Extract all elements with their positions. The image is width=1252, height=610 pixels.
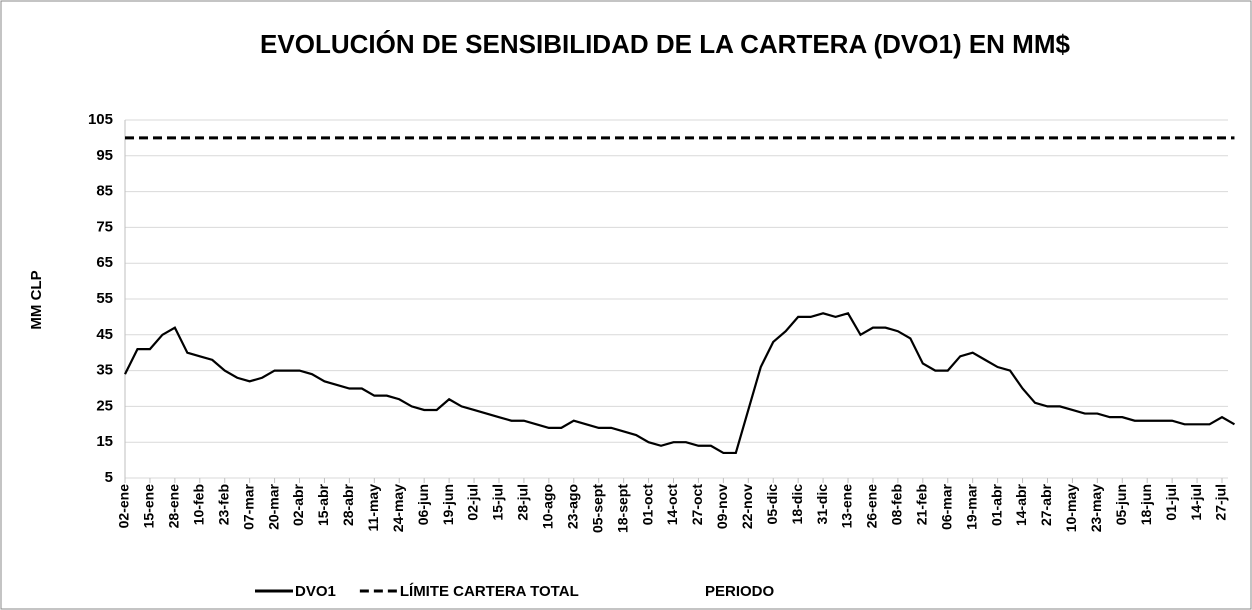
x-tick-label: 27-jul — [1213, 484, 1229, 521]
legend-label: DVO1 — [295, 583, 336, 600]
y-tick-label: 15 — [96, 433, 113, 450]
x-tick-label: 24-may — [390, 484, 406, 532]
x-tick-label: 22-nov — [739, 484, 755, 529]
y-axis-label: MM CLP — [28, 270, 45, 329]
x-tick-label: 15-abr — [315, 483, 331, 526]
x-tick-label: 23-ago — [564, 484, 580, 529]
x-tick-label: 14-abr — [1013, 483, 1029, 526]
x-tick-label: 27-oct — [689, 484, 705, 526]
x-tick-label: 15-jul — [490, 484, 506, 521]
x-tick-label: 18-dic — [789, 484, 805, 525]
x-tick-label: 31-dic — [814, 484, 830, 525]
x-tick-label: 05-jun — [1113, 484, 1129, 525]
x-tick-label: 10-ago — [540, 484, 556, 529]
x-tick-label: 28-jul — [515, 484, 531, 521]
x-tick-label: 20-mar — [265, 483, 281, 529]
x-tick-label: 09-nov — [714, 484, 730, 529]
y-tick-label: 105 — [88, 111, 113, 128]
x-tick-label: 11-may — [365, 484, 381, 532]
x-tick-label: 05-sept — [589, 484, 605, 533]
x-tick-label: 18-sept — [614, 484, 630, 533]
y-tick-label: 45 — [96, 326, 113, 343]
y-tick-label: 85 — [96, 183, 113, 200]
x-tick-label: 15-ene — [141, 484, 157, 529]
x-tick-label: 06-jun — [415, 484, 431, 525]
y-tick-label: 95 — [96, 147, 113, 164]
x-tick-label: 02-abr — [290, 483, 306, 526]
y-tick-label: 55 — [96, 290, 113, 307]
x-tick-label: 07-mar — [240, 483, 256, 529]
x-tick-label: 01-oct — [639, 484, 655, 526]
x-tick-label: 23-feb — [215, 484, 231, 525]
x-tick-label: 19-mar — [963, 483, 979, 529]
x-tick-label: 14-jul — [1188, 484, 1204, 521]
x-tick-label: 05-dic — [764, 484, 780, 525]
x-tick-label: 26-ene — [864, 484, 880, 529]
x-tick-label: 08-feb — [889, 484, 905, 525]
x-axis-label: PERIODO — [705, 583, 775, 600]
y-tick-label: 25 — [96, 397, 113, 414]
x-tick-label: 02-jul — [465, 484, 481, 521]
x-tick-label: 01-abr — [988, 483, 1004, 526]
x-tick-label: 13-ene — [839, 484, 855, 529]
y-tick-label: 65 — [96, 254, 113, 271]
y-tick-label: 35 — [96, 362, 113, 379]
legend-label: LÍMITE CARTERA TOTAL — [400, 583, 579, 600]
x-tick-label: 27-abr — [1038, 483, 1054, 526]
y-tick-label: 5 — [105, 469, 113, 486]
y-tick-label: 75 — [96, 218, 113, 235]
x-tick-label: 19-jun — [440, 484, 456, 525]
chart-title: EVOLUCIÓN DE SENSIBILIDAD DE LA CARTERA … — [260, 29, 1070, 59]
x-tick-label: 14-oct — [664, 484, 680, 526]
x-tick-label: 06-mar — [938, 483, 954, 529]
x-tick-label: 02-ene — [116, 484, 132, 529]
x-tick-label: 23-may — [1088, 484, 1104, 532]
x-tick-label: 10-feb — [190, 484, 206, 525]
line-series — [124, 312, 1236, 455]
x-tick-label: 01-jul — [1163, 484, 1179, 521]
x-tick-label: 10-may — [1063, 484, 1079, 532]
x-tick-label: 21-feb — [914, 484, 930, 525]
x-tick-label: 28-ene — [166, 484, 182, 529]
x-tick-label: 18-jun — [1138, 484, 1154, 525]
x-tick-label: 28-abr — [340, 483, 356, 526]
